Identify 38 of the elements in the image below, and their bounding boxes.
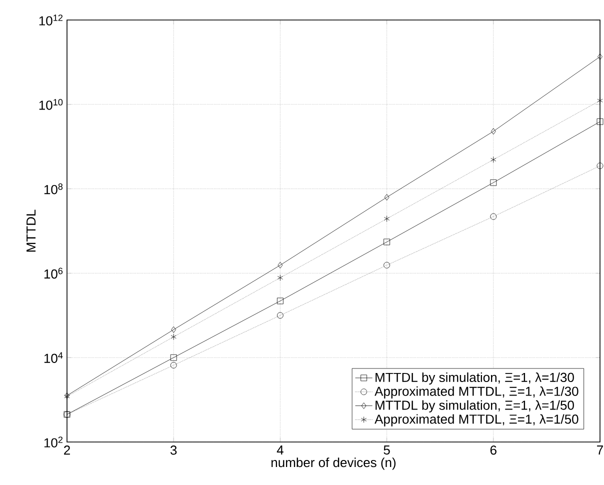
- x-axis-title: number of devices (n): [272, 458, 396, 470]
- point: [598, 53, 602, 60]
- point: [490, 179, 497, 186]
- point: [596, 118, 604, 125]
- point: [384, 194, 390, 200]
- point: [490, 213, 497, 220]
- x-tick-label: 3: [170, 446, 177, 455]
- legend-label: Approximated MTTDL, Ξ=1, λ=1/50: [374, 414, 578, 426]
- x-tick-label: 7: [597, 446, 603, 454]
- point: [596, 162, 604, 170]
- legend-label: MTTDL by simulation, Ξ=1, λ=1/50: [376, 400, 574, 412]
- y-tick-label: 10$^{10}$: [39, 98, 63, 110]
- point: [171, 326, 176, 333]
- point: [490, 128, 496, 135]
- point: [278, 262, 283, 268]
- legend-label: MTTDL by simulation, Ξ=1, λ=1/30: [376, 372, 574, 385]
- legend-label: Approximated MTTDL, Ξ=1, λ=1/30: [374, 386, 578, 398]
- y-tick-label: 10$^{2}$: [44, 436, 63, 448]
- x-tick-label: 5: [384, 446, 390, 455]
- point: [384, 216, 390, 222]
- y-tick-label: 10$^{6}$: [44, 268, 63, 279]
- y-axis-title: MTTDL: [26, 210, 36, 252]
- point: [170, 334, 176, 340]
- x-tick-label: 2: [64, 446, 70, 455]
- y-tick-label: 10$^{12}$: [39, 14, 63, 26]
- point: [277, 274, 283, 281]
- point: [277, 312, 284, 319]
- point: [384, 262, 390, 268]
- point: [597, 97, 603, 104]
- point: [384, 238, 390, 246]
- point: [490, 156, 496, 163]
- x-tick-label: 6: [490, 446, 496, 455]
- y-tick-label: 10$^{8}$: [44, 183, 63, 194]
- point: [277, 298, 284, 304]
- point: [170, 354, 177, 361]
- y-tick-label: 10$^{4}$: [44, 352, 63, 363]
- x-tick-label: 4: [276, 446, 284, 454]
- point: [170, 362, 177, 368]
